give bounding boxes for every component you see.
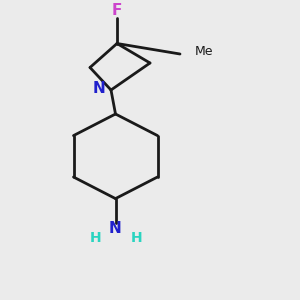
- Text: N: N: [93, 81, 105, 96]
- Text: H: H: [90, 231, 102, 244]
- Text: H: H: [131, 231, 142, 244]
- Text: F: F: [112, 3, 122, 18]
- Text: N: N: [109, 221, 122, 236]
- Text: Me: Me: [195, 45, 214, 58]
